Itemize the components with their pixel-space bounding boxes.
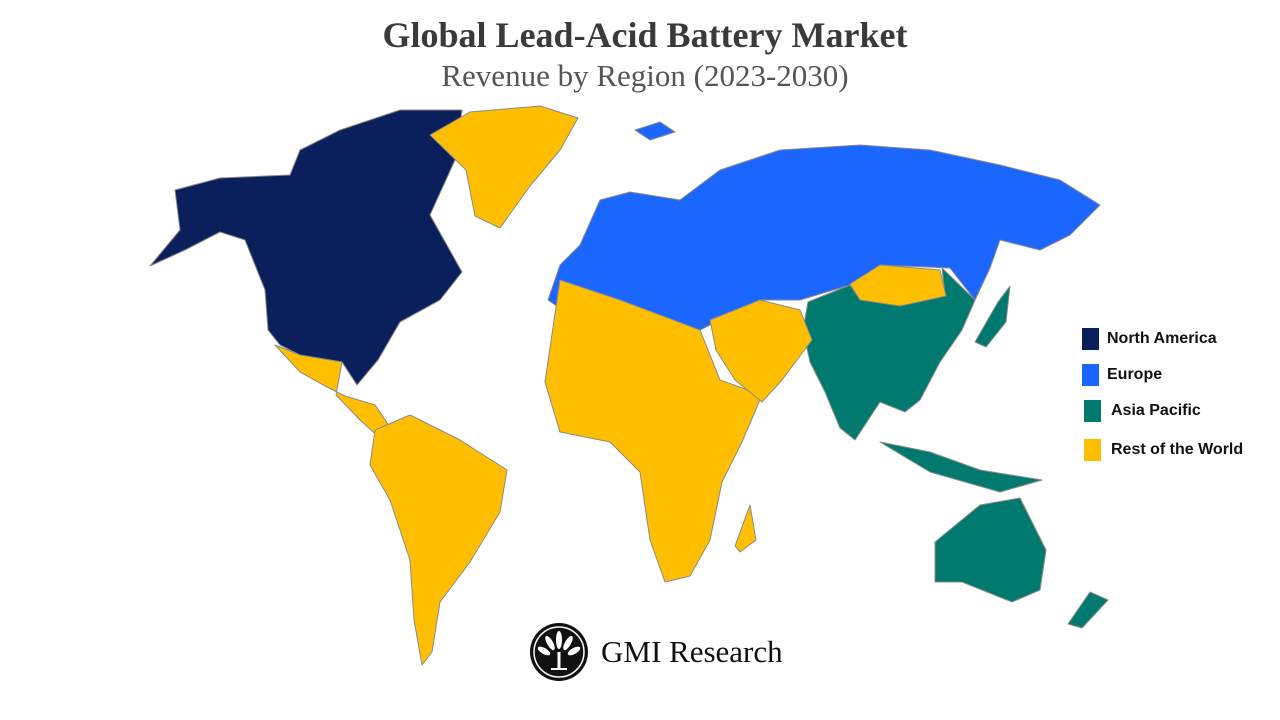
legend-swatch (1084, 400, 1101, 422)
svalbard-shape (634, 121, 676, 141)
legend-swatch (1084, 439, 1101, 461)
gmi-logo: GMI Research (529, 622, 783, 682)
page-subtitle: Revenue by Region (2023-2030) (441, 58, 849, 93)
region-rest-of-world (274, 105, 947, 666)
legend-label: Europe (1107, 366, 1163, 383)
africa-shape (544, 279, 763, 583)
page-title: Global Lead-Acid Battery Market (382, 15, 908, 55)
australia-shape (934, 497, 1047, 603)
north-america-shape (149, 109, 463, 386)
gmi-emblem-icon (530, 623, 588, 681)
region-north-america (149, 109, 463, 386)
legend-item-asia-pacific: Asia Pacific (1084, 400, 1201, 422)
middle-east-shape (709, 299, 813, 403)
legend-item-north-america: North America (1082, 328, 1217, 350)
madagascar-shape (734, 504, 757, 553)
japan-shape (974, 285, 1011, 348)
legend-label: Asia Pacific (1111, 402, 1201, 419)
legend-item-europe: Europe (1082, 364, 1162, 386)
legend-swatch (1082, 364, 1099, 386)
greenland-shape (429, 105, 579, 229)
new-zealand-shape (1067, 591, 1109, 629)
logo-text: GMI Research (601, 634, 783, 669)
region-asia-pacific (802, 267, 1109, 629)
south-america-shape (369, 414, 508, 666)
legend-label: Rest of the World (1111, 441, 1244, 458)
mongolia-shape (849, 264, 947, 307)
legend-item-rest-of-world: Rest of the World (1084, 439, 1243, 461)
legend-label: North America (1107, 330, 1217, 347)
indonesia-shape (879, 441, 1043, 493)
legend-swatch (1082, 328, 1099, 350)
